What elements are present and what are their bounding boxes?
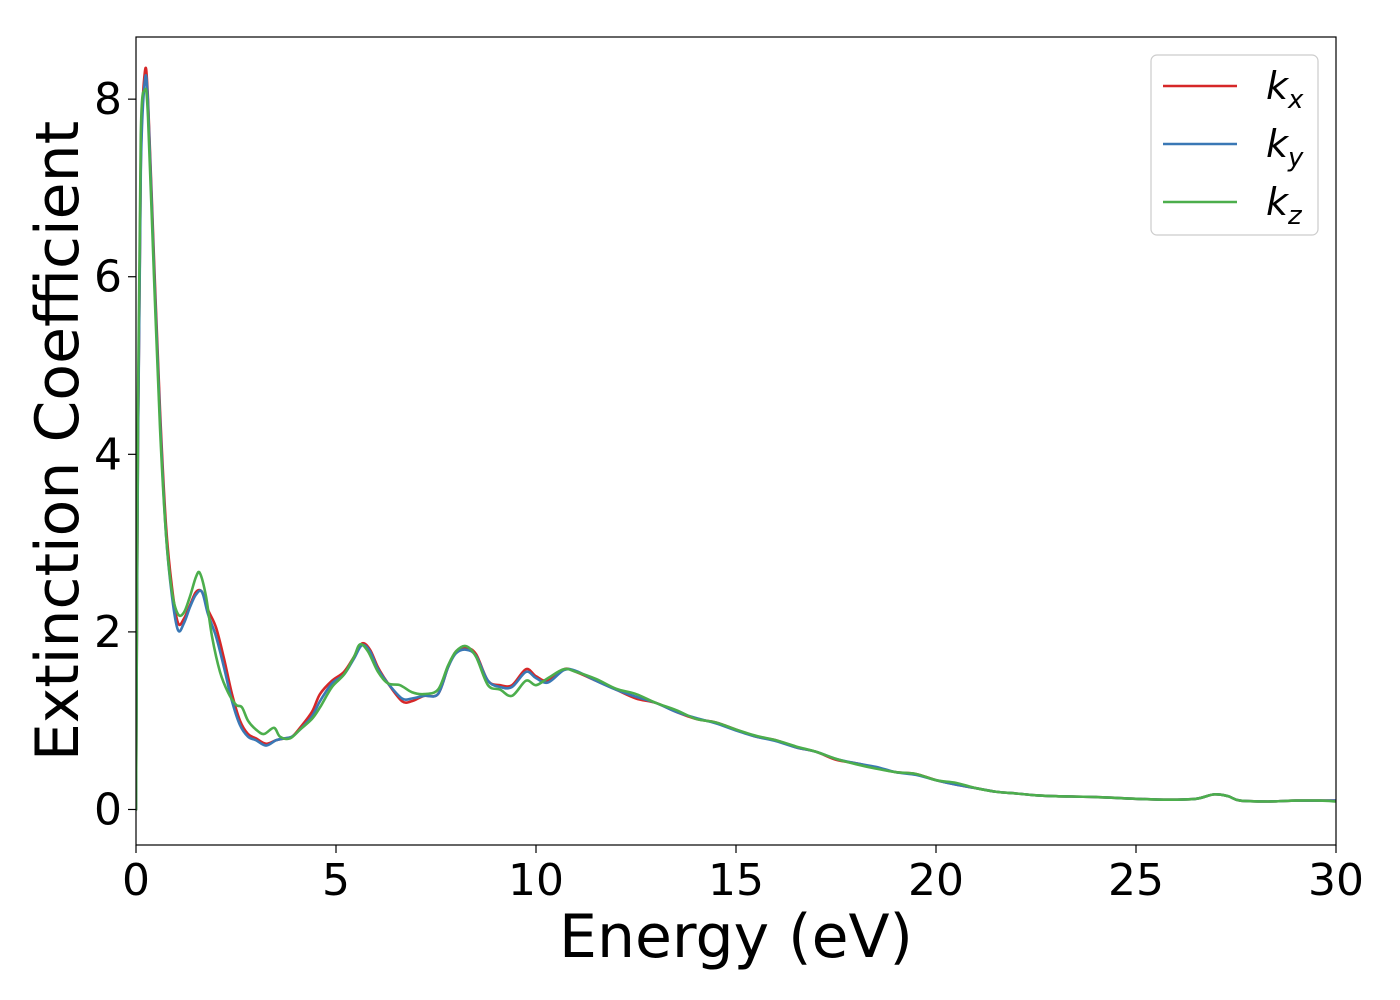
x-tick-label: 10 <box>508 855 564 906</box>
x-axis-ticks: 0 5 10 15 20 25 30 <box>122 845 1364 906</box>
y-tick-label: 0 <box>94 784 122 835</box>
x-tick-label: 0 <box>122 855 150 906</box>
y-axis-ticks: 0 2 4 6 8 <box>94 74 136 835</box>
legend: kx ky kz <box>1150 54 1319 236</box>
y-axis-label: Extinction Coefficient <box>23 121 93 761</box>
legend-label-y: ky <box>1266 122 1304 173</box>
x-tick-label: 30 <box>1308 855 1364 906</box>
series-line-z <box>136 87 1336 811</box>
x-tick-label: 15 <box>708 855 764 906</box>
y-tick-label: 8 <box>94 74 122 125</box>
series-layer <box>136 66 1336 811</box>
x-tick-label: 25 <box>1108 855 1164 906</box>
legend-label-x: kx <box>1266 64 1304 115</box>
x-tick-label: 20 <box>908 855 964 906</box>
y-tick-label: 6 <box>94 252 122 303</box>
y-tick-label: 2 <box>94 607 122 658</box>
x-tick-label: 5 <box>322 855 350 906</box>
x-axis-label: Energy (eV) <box>559 902 913 972</box>
y-tick-label: 4 <box>94 429 122 480</box>
legend-label-z: kz <box>1266 180 1303 231</box>
